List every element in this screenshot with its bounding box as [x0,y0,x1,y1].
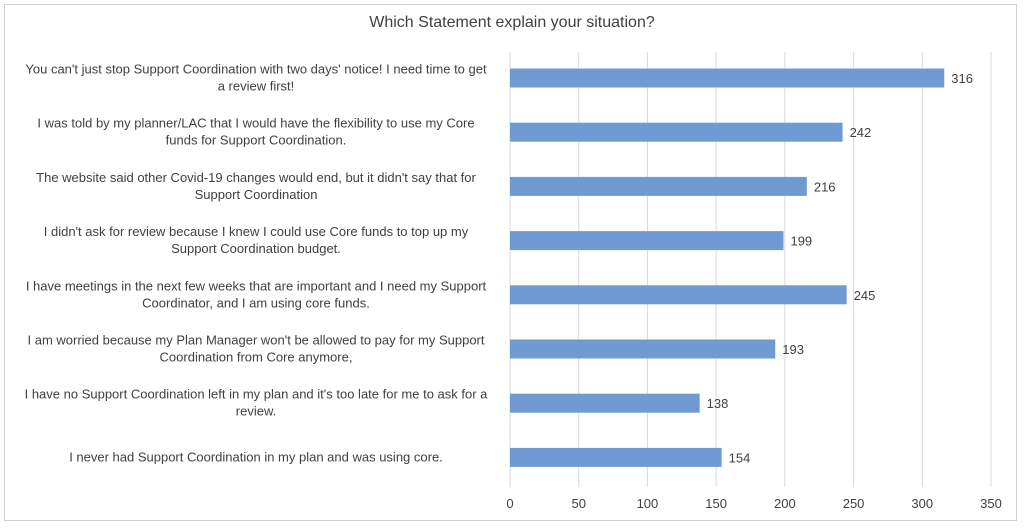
x-tick-label: 0 [506,496,513,511]
data-labels: 316 242 216 199 245 193 138 154 [707,71,973,465]
x-axis-ticks: 0 50 100 150 200 250 300 350 [506,496,1001,511]
bar [510,339,776,359]
x-tick-label: 300 [911,496,933,511]
data-label: 138 [707,396,729,411]
category-label: Coordinator, and I am using core funds. [142,295,370,310]
category-label: review. [236,404,276,419]
bar [510,176,807,196]
x-tick-label: 150 [705,496,727,511]
x-tick-label: 200 [774,496,796,511]
category-label: The website said other Covid-19 changes … [36,170,476,185]
bar [510,447,722,467]
category-label: I didn't ask for review because I knew I… [44,224,469,239]
category-label: I have no Support Coordination left in m… [25,387,489,402]
category-label: I never had Support Coordination in my p… [69,449,443,464]
category-label: You can't just stop Support Coordination… [25,62,487,77]
data-label: 193 [782,342,804,357]
data-label: 245 [854,288,876,303]
x-tick-label: 100 [637,496,659,511]
gridlines [509,52,992,487]
chart-title: Which Statement explain your situation? [369,14,655,31]
data-label: 199 [790,234,812,249]
data-label: 154 [729,450,751,465]
x-tick-label: 250 [843,496,865,511]
data-label: 316 [951,71,973,86]
category-label: I was told by my planner/LAC that I woul… [37,116,474,131]
bars [510,68,945,467]
bar [510,68,945,88]
bar [510,393,700,413]
category-label: I am worried because my Plan Manager won… [28,333,485,348]
category-label: Coordination from Core anymore, [160,350,353,365]
category-label: I have meetings in the next few weeks th… [26,278,487,293]
x-tick-label: 350 [980,496,1002,511]
bar [510,122,843,142]
category-labels: You can't just stop Support Coordination… [25,62,489,465]
category-label: Support Coordination [195,187,318,202]
data-label: 216 [814,179,836,194]
data-label: 242 [850,125,872,140]
x-tick-label: 50 [571,496,585,511]
category-label: Support Coordination budget. [171,241,341,256]
category-label: funds for Support Coordination. [166,133,347,148]
bar [510,231,784,251]
category-label: a review first! [218,79,295,94]
bar [510,285,847,305]
